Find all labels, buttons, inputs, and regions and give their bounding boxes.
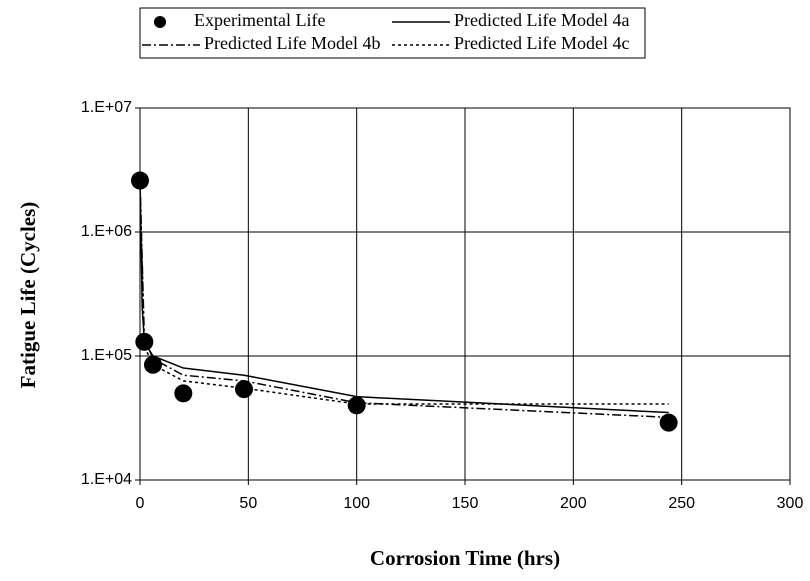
x-tick-label: 200 [560,495,587,512]
legend-label: Predicted Life Model 4a [454,10,629,30]
x-tick-label: 50 [239,495,257,512]
series-line [139,176,669,414]
y-tick-label: 1.E+06 [81,223,132,240]
x-tick-label: 0 [136,495,145,512]
data-point [347,396,366,415]
legend-label: Predicted Life Model 4c [454,33,629,53]
y-tick-label: 1.E+05 [81,347,132,364]
series-line [139,184,669,405]
data-point [174,384,193,403]
x-tick-label: 250 [668,495,695,512]
y-tick-label: 1.E+07 [81,99,132,116]
legend-label: Experimental Life [194,10,325,30]
x-axis-title: Corrosion Time (hrs) [370,546,560,570]
plot-frame [139,107,791,481]
data-point [235,380,253,399]
x-tick-label: 150 [452,495,479,512]
y-axis-title: Fatigue Life (Cycles) [16,202,40,389]
data-point [659,413,678,432]
x-tick-label: 100 [343,495,370,512]
legend-box [139,7,646,59]
series-line [139,180,669,419]
legend-marker [154,16,166,28]
x-tick-label: 300 [777,495,804,512]
legend-label: Predicted Life Model 4b [204,33,380,53]
y-tick-label: 1.E+04 [81,471,132,488]
